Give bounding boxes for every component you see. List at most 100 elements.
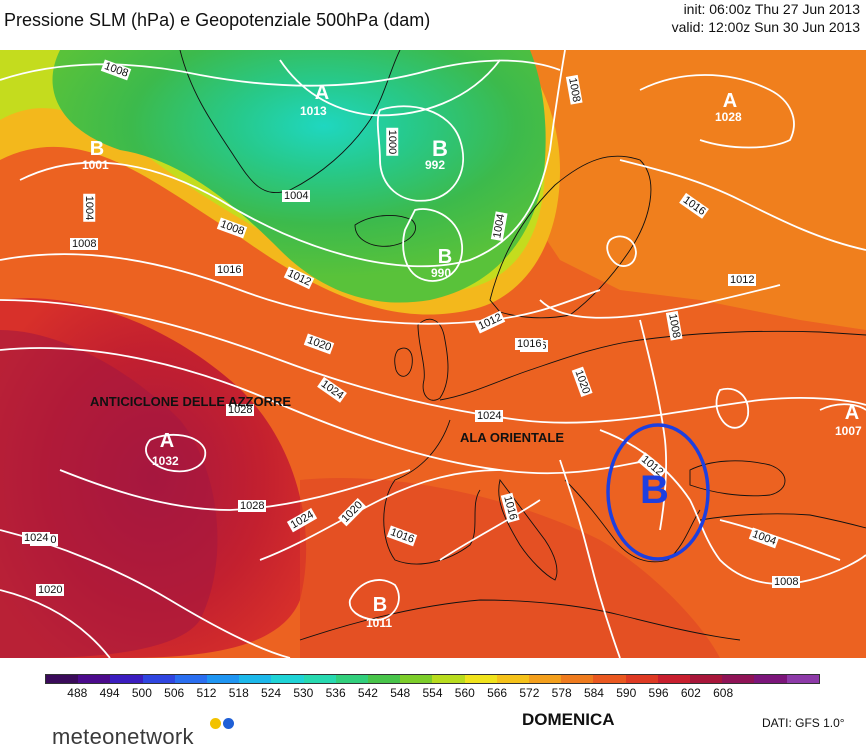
azores-core — [0, 330, 218, 658]
isobar-label: 1020 — [571, 366, 593, 398]
colorbar-swatch — [432, 675, 465, 683]
colorbar-swatch — [496, 675, 530, 683]
isobar-label: 1016 — [515, 338, 544, 350]
colorbar-swatch — [690, 675, 723, 683]
colorbar-tick-label: 530 — [293, 686, 314, 700]
colorbar-tick-label: 566 — [487, 686, 508, 700]
weather-map: A 1013 B 992 B 990 B 1001 A 1028 A 1032 … — [0, 50, 866, 658]
colorbar-swatch — [239, 675, 272, 683]
isobar-label: 1012 — [474, 310, 506, 334]
green-low-field — [52, 50, 546, 303]
brand-dot-blue — [223, 718, 234, 729]
colorbar-tick-label: 560 — [454, 686, 475, 700]
colorbar-swatch — [786, 675, 819, 683]
isobar-label: 1008 — [772, 576, 801, 588]
colorbar-tick-label: 506 — [164, 686, 185, 700]
brand-dot-yellow — [210, 718, 221, 729]
isobar-label: 1024 — [475, 410, 504, 422]
med-field — [300, 478, 720, 658]
center-letter: A — [314, 82, 330, 104]
data-source: DATI: GFS 1.0° — [762, 716, 845, 730]
isobar-label: 1004 — [282, 190, 311, 202]
highlight-circle — [606, 423, 710, 561]
brand-logo: meteonetwork — [52, 724, 194, 749]
center-value: 1011 — [366, 616, 393, 630]
isobar-label: 1008 — [216, 217, 248, 239]
isobar-label: 1024 — [317, 376, 348, 404]
colorbar-tick-label: 596 — [648, 686, 669, 700]
orange-field — [520, 50, 866, 330]
colorbar-swatch — [529, 675, 562, 683]
colorbar-swatch — [271, 675, 304, 683]
isobar-label: 1016 — [679, 192, 710, 220]
center-letter: B — [372, 594, 388, 616]
center-value: 1001 — [82, 158, 109, 172]
colorbar-swatch — [593, 675, 626, 683]
isobars — [0, 50, 866, 658]
colorbar-swatch — [174, 675, 208, 683]
colorbar-tick-label: 500 — [131, 686, 152, 700]
colorbar — [45, 674, 820, 684]
colorbar-tick-label: 602 — [680, 686, 701, 700]
center-value: 1028 — [715, 110, 742, 124]
colorbar-swatch — [142, 675, 175, 683]
center-letter: B — [89, 138, 105, 160]
colorbar-tick-label: 494 — [99, 686, 120, 700]
colorbar-swatch — [335, 675, 369, 683]
colorbar-tick-label: 524 — [261, 686, 282, 700]
day-label: DOMENICA — [522, 710, 615, 729]
isobar-label: 1020 — [337, 497, 367, 527]
colorbar-tick-label: 578 — [551, 686, 572, 700]
center-value: 992 — [425, 158, 446, 172]
isobar-label: 1028 — [238, 500, 267, 512]
center-value: 1013 — [300, 104, 327, 118]
center-letter: B — [432, 136, 448, 161]
isobar-label: 1008 — [565, 74, 583, 106]
colorbar-tick-label: 554 — [422, 686, 443, 700]
colorbar-tick-label: 536 — [325, 686, 346, 700]
isobar-label: 1004 — [490, 210, 508, 242]
colorbar-swatch — [625, 675, 658, 683]
azores-annotation: ANTICICLONE DELLE AZZORRE — [90, 394, 292, 409]
highlight-letter: B — [640, 468, 669, 512]
isobar-label: 1028 — [226, 404, 255, 416]
colorbar-tick-label: 584 — [583, 686, 604, 700]
colorbar-tick-label: 488 — [67, 686, 88, 700]
isobar-label: 1016 — [215, 264, 244, 276]
colorbar-swatch — [110, 675, 143, 683]
isobar-label: 1020 — [36, 584, 65, 596]
colorbar-swatch — [561, 675, 594, 683]
colorbar-swatch — [464, 675, 497, 683]
isobar-label: 1020 — [303, 333, 335, 355]
run-info: init: 06:00z Thu 27 Jun 2013 valid: 12:0… — [672, 0, 860, 36]
oriental-annotation: ALA ORIENTALE — [460, 430, 564, 445]
colorbar-tick-label: 590 — [616, 686, 637, 700]
colorbar-swatch — [303, 675, 336, 683]
colorbar-swatch — [400, 675, 433, 683]
colorbar-ticks: 488 494 500 506 512 518 524 530 536 542 548 554 560 5… — [45, 686, 820, 702]
pressure-centers: A 1013 B 992 B 990 B 1001 A 1028 A 1032 … — [0, 50, 866, 658]
isobar-label: 1012 — [283, 266, 315, 290]
center-value: 1032 — [152, 454, 179, 468]
isobar-labels: 1008 1008 1000 1004 1004 1008 1004 1008 … — [0, 50, 866, 658]
isobar-label: 1000 — [386, 127, 399, 157]
colorbar-swatch — [657, 675, 691, 683]
center-value: 1007 — [835, 424, 862, 438]
valid-time: valid: 12:00z Sun 30 Jun 2013 — [671, 19, 860, 35]
map-title: Pressione SLM (hPa) e Geopotenziale 500h… — [4, 10, 431, 30]
center-letter: A — [159, 430, 175, 452]
colorbar-swatch — [78, 675, 111, 683]
colorbar-tick-label: 542 — [357, 686, 378, 700]
center-value: 990 — [431, 266, 452, 280]
colorbar-tick-label: 548 — [390, 686, 411, 700]
center-letter: A — [722, 90, 738, 112]
isobar-label: 1004 — [83, 193, 96, 223]
isobar-label: 1016 — [500, 492, 520, 524]
isobar-label: 1016 — [386, 525, 418, 547]
center-letter: B — [437, 246, 453, 268]
isobar-label: 1012 — [728, 274, 757, 286]
isobar-label: 1008 — [100, 59, 132, 81]
colorbar-tick-label: 608 — [713, 686, 734, 700]
isobar-label: 1008 — [665, 310, 683, 342]
colorbar-swatch — [46, 675, 79, 683]
